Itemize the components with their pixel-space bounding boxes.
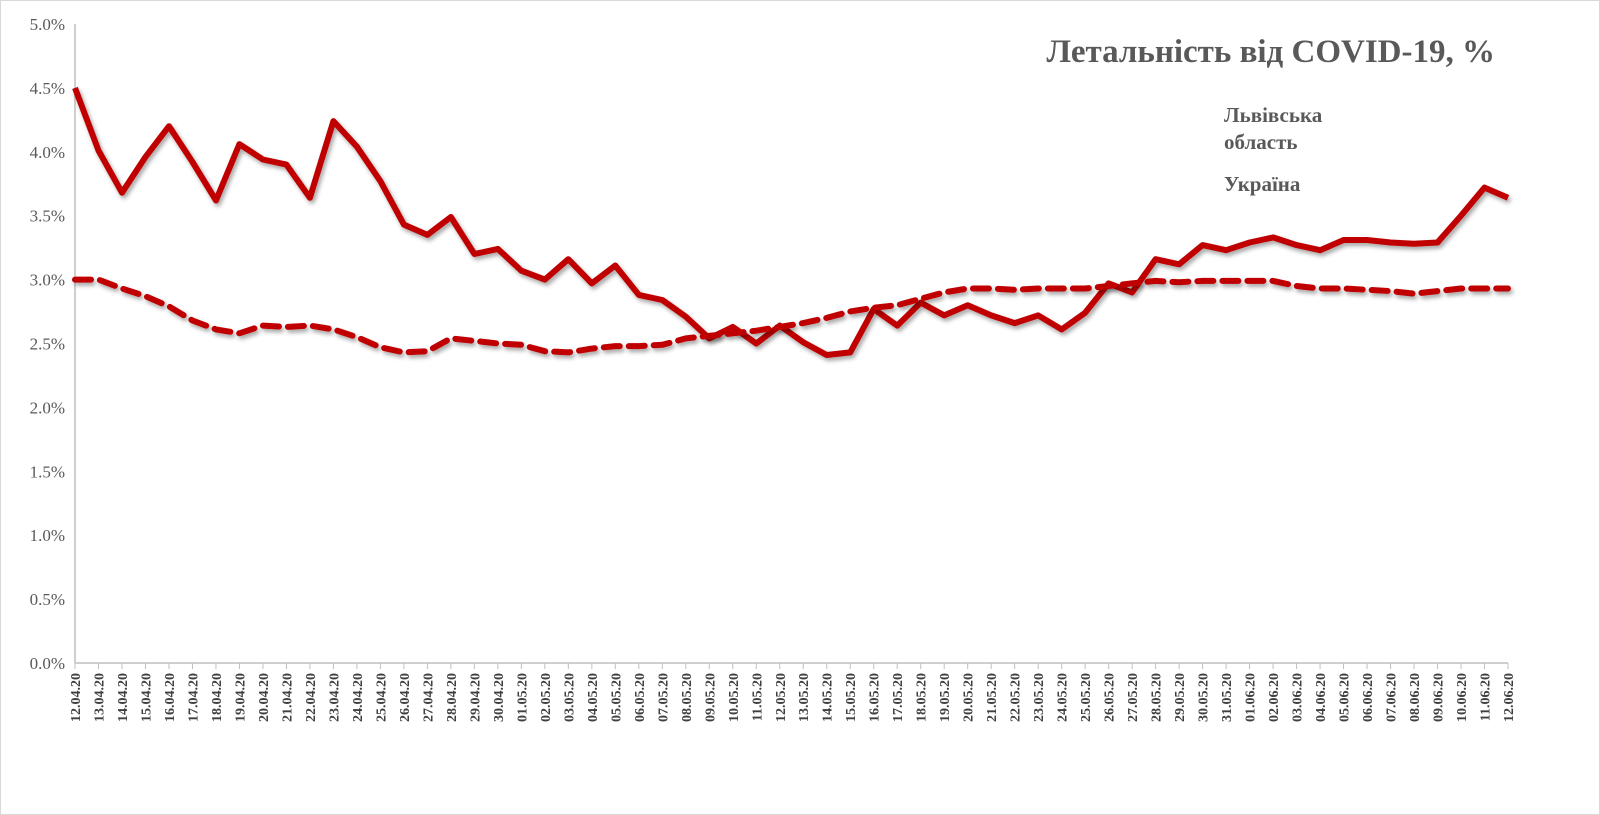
y-tick-label: 2.5%: [30, 335, 65, 354]
x-tick-label: 22.04.20: [304, 673, 319, 722]
x-tick-label: 18.05.20: [915, 673, 930, 722]
x-tick-label: 12.04.20: [69, 673, 84, 722]
x-tick-label: 08.05.20: [680, 673, 695, 722]
x-tick-label: 26.05.20: [1103, 673, 1118, 722]
y-tick-label: 2.0%: [30, 398, 65, 417]
series-line-ukraine: [72, 276, 1511, 356]
x-tick-label: 08.06.20: [1408, 673, 1423, 722]
x-tick-label: 06.06.20: [1361, 673, 1376, 722]
x-tick-label: 02.06.20: [1267, 673, 1282, 722]
x-tick-label: 25.04.20: [374, 673, 389, 722]
x-tick-label: 30.05.20: [1197, 673, 1212, 722]
x-tick-label: 29.04.20: [468, 673, 483, 722]
x-tick-label: 17.04.20: [186, 673, 201, 722]
x-tick-label: 19.04.20: [233, 673, 248, 722]
y-tick-label: 1.5%: [30, 462, 65, 481]
x-tick-label: 26.04.20: [398, 673, 413, 722]
y-tick-label: 0.0%: [30, 654, 65, 673]
x-tick-label: 15.04.20: [139, 673, 154, 722]
x-tick-label: 29.05.20: [1173, 673, 1188, 722]
x-tick-label: 01.06.20: [1244, 673, 1259, 722]
x-tick-label: 24.05.20: [1056, 673, 1071, 722]
x-tick-label: 13.05.20: [797, 673, 812, 722]
x-tick-label: 16.05.20: [868, 673, 883, 722]
x-tick-label: 01.05.20: [515, 673, 530, 722]
x-tick-label: 28.05.20: [1150, 673, 1165, 722]
x-tick-label: 10.05.20: [727, 673, 742, 722]
x-tick-label: 04.05.20: [586, 673, 601, 722]
x-tick-label: 10.06.20: [1455, 673, 1470, 722]
x-tick-label: 27.05.20: [1126, 673, 1141, 722]
series-line-lviv: [72, 86, 1510, 358]
x-tick-label: 14.05.20: [821, 673, 836, 722]
x-tick-label: 27.04.20: [421, 673, 436, 722]
x-tick-label: 23.04.20: [327, 673, 342, 722]
y-tick-label: 5.0%: [30, 15, 65, 34]
x-tick-label: 23.05.20: [1032, 673, 1047, 722]
x-tick-label: 03.06.20: [1291, 673, 1306, 722]
x-tick-label: 07.05.20: [656, 673, 671, 722]
legend-label-lviv: Львівська область: [1224, 103, 1323, 154]
y-tick-label: 4.0%: [30, 143, 65, 162]
x-tick-label: 04.06.20: [1314, 673, 1329, 722]
x-tick-label: 25.05.20: [1079, 673, 1094, 722]
legend: Львівська область Україна: [1147, 103, 1323, 196]
legend-label-ukraine: Україна: [1224, 172, 1301, 196]
x-tick-label: 24.04.20: [351, 673, 366, 722]
x-tick-label: 09.05.20: [703, 673, 718, 722]
x-tick-label: 17.05.20: [891, 673, 906, 722]
x-tick-label: 22.05.20: [1009, 673, 1024, 722]
x-tick-label: 12.06.20: [1502, 673, 1517, 722]
x-tick-label: 31.05.20: [1220, 673, 1235, 722]
x-tick-label: 14.04.20: [116, 673, 131, 722]
y-tick-label: 3.5%: [30, 207, 65, 226]
x-tick-label: 19.05.20: [938, 673, 953, 722]
y-tick-label: 3.0%: [30, 271, 65, 290]
x-tick-label: 05.06.20: [1338, 673, 1353, 722]
x-tick-label: 13.04.20: [92, 673, 107, 722]
x-tick-label: 06.05.20: [633, 673, 648, 722]
x-tick-label: 05.05.20: [609, 673, 624, 722]
x-tick-label: 21.05.20: [985, 673, 1000, 722]
x-tick-label: 21.04.20: [280, 673, 295, 722]
chart-title: Летальність від COVID-19, %: [1046, 34, 1495, 70]
x-tick-label: 09.06.20: [1432, 673, 1447, 722]
x-tick-label: 28.04.20: [445, 673, 460, 722]
x-tick-label: 30.04.20: [492, 673, 507, 722]
x-tick-label: 11.06.20: [1479, 673, 1494, 721]
x-tick-label: 20.05.20: [962, 673, 977, 722]
y-tick-label: 4.5%: [30, 79, 65, 98]
x-tick-label: 07.06.20: [1385, 673, 1400, 722]
y-tick-label: 1.0%: [30, 526, 65, 545]
x-tick-label: 20.04.20: [257, 673, 272, 722]
x-tick-label: 11.05.20: [750, 673, 765, 721]
x-tick-label: 03.05.20: [562, 673, 577, 722]
y-tick-label: 0.5%: [30, 590, 65, 609]
x-tick-label: 18.04.20: [210, 673, 225, 722]
x-tick-label: 12.05.20: [774, 673, 789, 722]
x-tick-label: 15.05.20: [844, 673, 859, 722]
x-tick-label: 02.05.20: [539, 673, 554, 722]
x-tick-label: 16.04.20: [163, 673, 178, 722]
